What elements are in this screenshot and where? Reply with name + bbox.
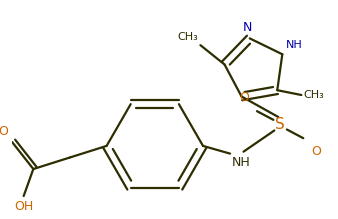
Text: S: S bbox=[275, 117, 285, 132]
Text: O: O bbox=[239, 92, 249, 104]
Text: O: O bbox=[311, 145, 321, 158]
Text: N: N bbox=[243, 21, 252, 34]
Text: NH: NH bbox=[232, 155, 251, 169]
Text: O: O bbox=[0, 125, 8, 138]
Text: OH: OH bbox=[14, 200, 33, 213]
Text: CH₃: CH₃ bbox=[178, 32, 198, 42]
Text: NH: NH bbox=[286, 41, 303, 50]
Text: CH₃: CH₃ bbox=[303, 90, 324, 100]
